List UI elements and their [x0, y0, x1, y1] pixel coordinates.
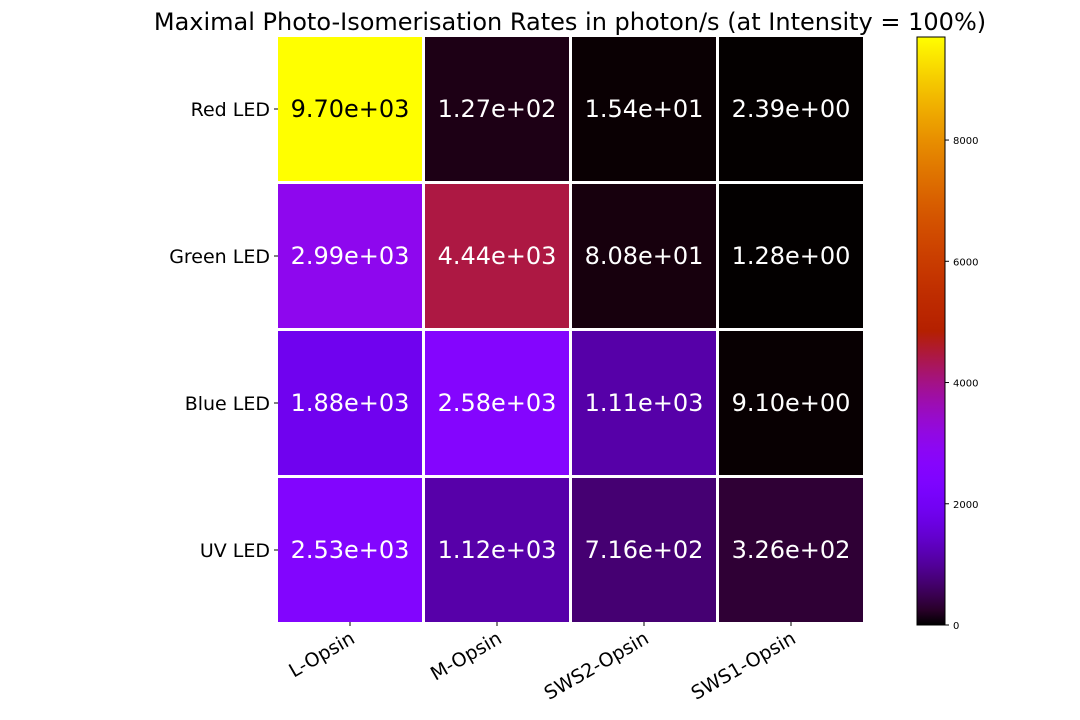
cell-value-label: 9.70e+03 — [291, 95, 410, 123]
column-labels: L-Opsin M-Opsin SWS2-Opsin SWS1-Opsin — [285, 622, 800, 705]
colorbar-tick-label: 4000 — [953, 379, 978, 390]
heatmap-cell — [572, 478, 716, 622]
heatmap-cell — [278, 184, 422, 328]
heatmap-cell — [425, 184, 569, 328]
row-label: Blue LED — [185, 393, 270, 415]
colorbar: 0 2000 4000 6000 8000 — [916, 36, 978, 632]
heatmap-cells: 9.70e+03 1.27e+02 1.54e+01 2.39e+00 2.99e+03… — [278, 37, 863, 622]
heatmap-cell — [278, 37, 422, 181]
heatmap-cell — [425, 478, 569, 622]
cell-value-label: 7.16e+02 — [585, 536, 704, 564]
heatmap-cell — [278, 478, 422, 622]
colorbar-tick-label: 8000 — [953, 136, 978, 147]
heatmap-cell — [572, 331, 716, 475]
cell-value-label: 2.99e+03 — [291, 242, 410, 270]
cell-value-label: 3.26e+02 — [732, 536, 851, 564]
heatmap-cell — [719, 184, 863, 328]
cell-value-label: 1.12e+03 — [438, 536, 557, 564]
column-label: L-Opsin — [285, 627, 358, 682]
heatmap-cell — [719, 37, 863, 181]
heatmap-cell — [719, 478, 863, 622]
row-label: Green LED — [169, 246, 270, 268]
cell-value-label: 1.88e+03 — [291, 389, 410, 417]
column-label: SWS2-Opsin — [540, 627, 652, 704]
heatmap-cell — [425, 37, 569, 181]
column-label: M-Opsin — [427, 627, 506, 685]
cell-value-label: 1.11e+03 — [585, 389, 704, 417]
colorbar-tick-label: 2000 — [953, 500, 978, 511]
heatmap-cell — [425, 331, 569, 475]
heatmap-cell — [278, 331, 422, 475]
heatmap-cell — [719, 331, 863, 475]
row-label: Red LED — [191, 99, 270, 121]
heatmap-cell — [572, 37, 716, 181]
cell-value-label: 4.44e+03 — [438, 242, 557, 270]
cell-value-label: 1.28e+00 — [732, 242, 851, 270]
colorbar-tick-label: 0 — [953, 621, 959, 632]
row-labels: Red LED Green LED Blue LED UV LED — [169, 99, 278, 562]
colorbar-gradient — [916, 36, 946, 626]
cell-value-label: 9.10e+00 — [732, 389, 851, 417]
cell-value-label: 2.39e+00 — [732, 95, 851, 123]
chart-title: Maximal Photo-Isomerisation Rates in pho… — [154, 8, 986, 36]
cell-value-label: 2.53e+03 — [291, 536, 410, 564]
colorbar-ticks: 0 2000 4000 6000 8000 — [945, 136, 978, 632]
colorbar-tick-label: 6000 — [953, 257, 978, 268]
cell-value-label: 2.58e+03 — [438, 389, 557, 417]
cell-value-label: 1.27e+02 — [438, 95, 557, 123]
column-label: SWS1-Opsin — [687, 627, 799, 704]
cell-value-label: 8.08e+01 — [585, 242, 704, 270]
cell-value-label: 1.54e+01 — [585, 95, 704, 123]
row-label: UV LED — [200, 540, 270, 562]
heatmap-cell — [572, 184, 716, 328]
